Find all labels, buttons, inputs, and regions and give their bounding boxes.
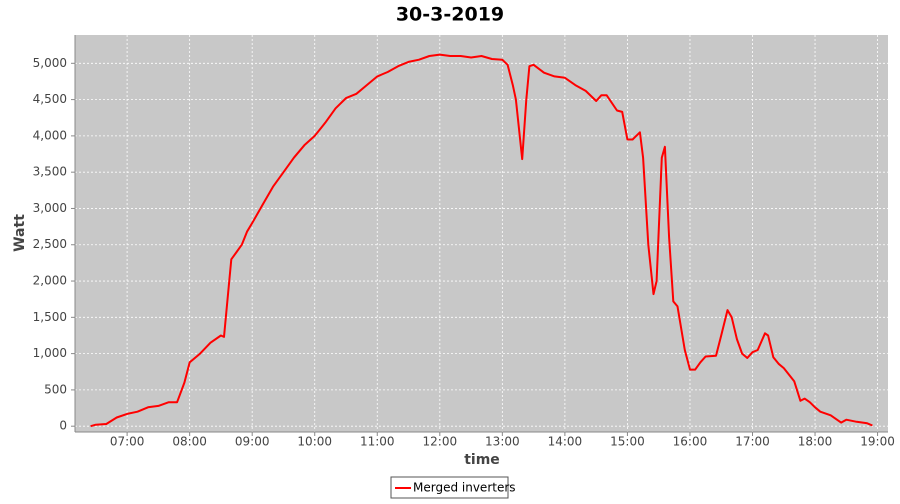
x-tick-label: 15:00 [610,435,645,449]
y-tick-label: 3,500 [33,165,67,179]
y-tick-label: 2,000 [33,274,67,288]
y-axis-label: Watt [12,214,28,252]
x-axis-label: time [464,452,500,468]
x-tick-label: 18:00 [798,435,833,449]
y-tick-label: 1,000 [33,346,67,360]
plot-area [75,35,888,432]
legend [390,476,509,499]
chart-title: 30-3-2019 [396,4,504,26]
y-tick-label: 3,000 [33,201,67,215]
x-tick-label: 09:00 [235,435,270,449]
x-tick-label: 16:00 [673,435,708,449]
x-tick-label: 07:00 [110,435,145,449]
x-tick-label: 19:00 [860,435,895,449]
x-tick-label: 08:00 [172,435,207,449]
y-tick-label: 1,500 [33,310,67,324]
x-tick-label: 12:00 [423,435,458,449]
x-tick-label: 17:00 [735,435,770,449]
y-tick-label: 4,500 [33,92,67,106]
y-tick-label: 0 [59,419,67,433]
y-tick-label: 500 [44,382,67,396]
y-tick-label: 5,000 [33,56,67,70]
x-tick-label: 10:00 [297,435,332,449]
y-tick-label: 4,000 [33,128,67,142]
x-tick-label: 11:00 [360,435,395,449]
x-tick-label: 14:00 [548,435,583,449]
x-tick-label: 13:00 [485,435,520,449]
legend-label: Merged inverters [413,481,516,495]
y-tick-label: 2,500 [33,237,67,251]
data-line [90,53,873,428]
